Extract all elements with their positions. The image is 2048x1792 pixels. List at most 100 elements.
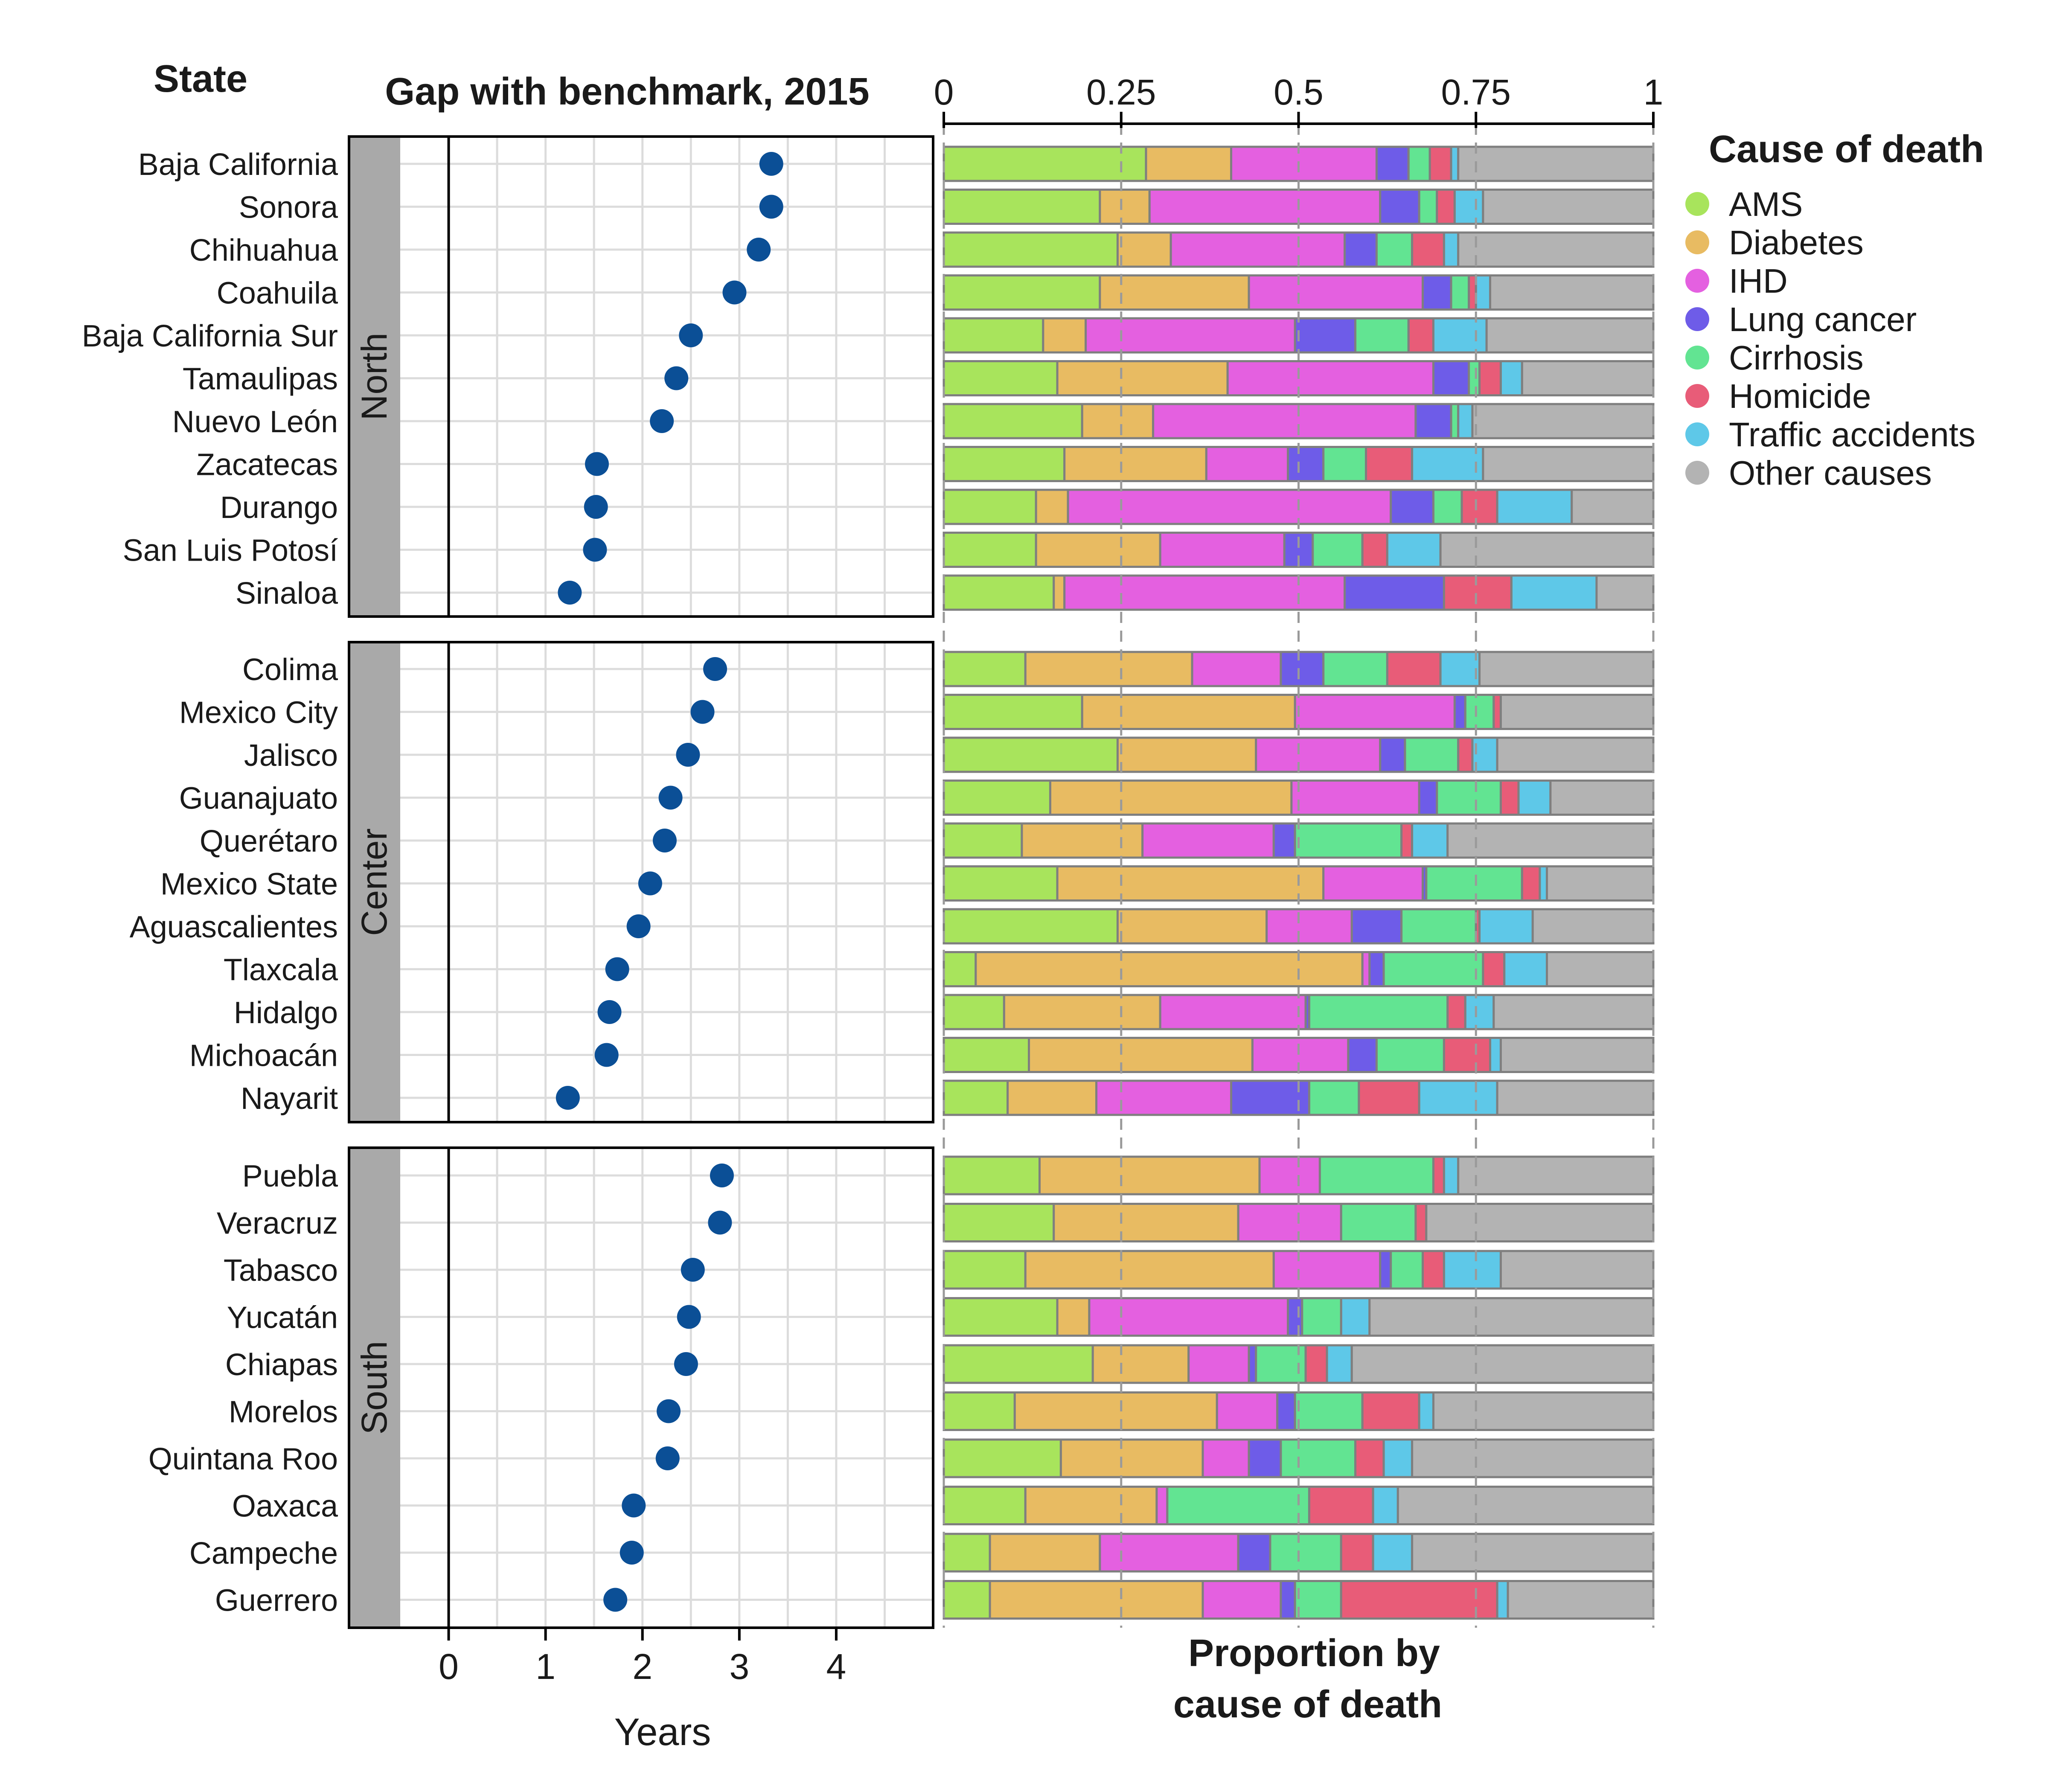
bar-segment-colima-traffic-accidents — [1439, 651, 1481, 687]
state-label-morelos: Morelos — [229, 1395, 338, 1429]
bar-segment-campeche-other-causes — [1411, 1533, 1655, 1573]
bar-segment-veracruz-ams — [943, 1203, 1055, 1242]
bar-segment-jalisco-lung-cancer — [1379, 736, 1406, 773]
state-label-aguascalientes: Aguascalientes — [130, 910, 338, 944]
bar-segment-sinaloa-other-causes — [1595, 574, 1655, 611]
bar-segment-michoacan-lung-cancer — [1347, 1037, 1378, 1073]
bar-segment-campeche-lung-cancer — [1237, 1533, 1271, 1573]
bar-segment-nayarit-other-causes — [1496, 1079, 1655, 1116]
bar-segment-guerrero-ams — [943, 1580, 991, 1620]
bar-segment-chiapas-other-causes — [1350, 1344, 1655, 1384]
bar-segment-michoacan-ihd — [1251, 1037, 1350, 1073]
bar-x-tick-label-0: 0 — [934, 72, 954, 112]
bar-segment-tabasco-ihd — [1272, 1250, 1382, 1290]
bar-segment-baja-california-sur-lung-cancer — [1294, 317, 1357, 354]
bar-segment-tabasco-other-causes — [1499, 1250, 1655, 1290]
point-veracruz — [708, 1210, 732, 1235]
point-quintana-roo — [655, 1446, 680, 1470]
bar-segment-colima-cirrhosis — [1322, 651, 1388, 687]
bar-segment-nuevo-leon-lung-cancer — [1414, 403, 1452, 439]
bar-segment-aguascalientes-ihd — [1265, 908, 1353, 945]
bar-segment-colima-ihd — [1191, 651, 1282, 687]
bar-segment-baja-california-cirrhosis — [1407, 145, 1431, 182]
state-label-tabasco: Tabasco — [224, 1254, 338, 1288]
bar-segment-baja-california-ams — [943, 145, 1147, 182]
bar-segment-puebla-homicide — [1432, 1155, 1445, 1196]
bar-segment-hidalgo-cirrhosis — [1308, 994, 1449, 1030]
state-label-sonora: Sonora — [239, 191, 338, 225]
bar-segment-nuevo-leon-ams — [943, 403, 1083, 439]
state-label-guanajuato: Guanajuato — [179, 782, 338, 816]
bar-segment-guanajuato-homicide — [1499, 780, 1520, 816]
bar-segment-queretaro-ams — [943, 822, 1023, 859]
bar-segment-tabasco-diabetes — [1024, 1250, 1275, 1290]
bar-segment-baja-california-sur-ihd — [1085, 317, 1296, 354]
bar-segment-nayarit-cirrhosis — [1308, 1079, 1360, 1116]
bar-chart-x-axis: 0 0.25 0.5 0.75 1 — [934, 72, 1663, 128]
bar-segment-mexico-state-other-causes — [1546, 865, 1655, 902]
bar-segment-aguascalientes-diabetes — [1116, 908, 1268, 945]
region-strip-center — [349, 642, 400, 1122]
bar-segment-chiapas-homicide — [1304, 1344, 1328, 1384]
bar-segment-quintana-roo-homicide — [1354, 1438, 1385, 1478]
region-strip-south — [349, 1148, 400, 1628]
x-tick-label-1: 1 — [535, 1647, 556, 1687]
bar-segment-baja-california-sur-cirrhosis — [1354, 317, 1410, 354]
bar-segment-yucatan-ihd — [1088, 1297, 1289, 1337]
region-label-center: Center — [354, 828, 394, 936]
bar-segment-campeche-ihd — [1099, 1533, 1239, 1573]
point-yucatan — [677, 1305, 701, 1329]
bar-segment-hidalgo-ihd — [1159, 994, 1307, 1030]
bar-segment-tabasco-lung-cancer — [1379, 1250, 1392, 1290]
bar-segment-guanajuato-cirrhosis — [1436, 780, 1502, 816]
bar-segment-morelos-ihd — [1216, 1391, 1279, 1431]
bar-segment-sonora-traffic-accidents — [1453, 189, 1484, 225]
bar-segment-puebla-ams — [943, 1155, 1041, 1196]
bar-segment-durango-homicide — [1460, 489, 1498, 525]
bar-segment-coahuila-lung-cancer — [1422, 274, 1452, 311]
bar-segment-quintana-roo-cirrhosis — [1280, 1438, 1357, 1478]
bar-segment-tlaxcala-diabetes — [975, 951, 1364, 987]
state-label-mexico-city: Mexico City — [179, 696, 338, 730]
bar-segment-nuevo-leon-ihd — [1152, 403, 1417, 439]
bar-segment-nayarit-homicide — [1358, 1079, 1420, 1116]
bar-segment-baja-california-sur-traffic-accidents — [1432, 317, 1488, 354]
row-header: State — [154, 58, 247, 100]
bar-segment-quintana-roo-diabetes — [1059, 1438, 1204, 1478]
bar-segment-tlaxcala-homicide — [1482, 951, 1506, 987]
bar-segment-sinaloa-lung-cancer — [1344, 574, 1445, 611]
bar-chart-gridlines — [943, 124, 1655, 1628]
state-label-tlaxcala: Tlaxcala — [224, 953, 338, 987]
bar-segment-baja-california-sur-other-causes — [1485, 317, 1655, 354]
bar-segment-mexico-city-other-causes — [1499, 694, 1655, 730]
bar-segment-queretaro-homicide — [1400, 822, 1414, 859]
state-label-colima: Colima — [242, 653, 338, 687]
legend-label-traffic-accidents: Traffic accidents — [1729, 416, 1975, 454]
bar-segment-zacatecas-homicide — [1364, 446, 1414, 482]
state-label-zacatecas: Zacatecas — [196, 448, 338, 482]
legend-label-other-causes: Other causes — [1729, 454, 1932, 492]
dot-chart-title: Gap with benchmark, 2015 — [385, 70, 869, 113]
bar-segment-jalisco-other-causes — [1496, 736, 1655, 773]
bar-segment-guanajuato-lung-cancer — [1418, 780, 1438, 816]
bar-segment-chihuahua-diabetes — [1116, 231, 1172, 268]
state-label-tamaulipas: Tamaulipas — [183, 362, 338, 396]
bar-segment-oaxaca-diabetes — [1024, 1486, 1158, 1525]
bar-segment-chihuahua-cirrhosis — [1375, 231, 1414, 268]
bar-segment-michoacan-cirrhosis — [1375, 1037, 1445, 1073]
legend-marker-ams — [1685, 192, 1709, 216]
region-label-north: North — [354, 333, 394, 420]
x-tick-label-0: 0 — [439, 1647, 459, 1687]
bar-segment-oaxaca-cirrhosis — [1166, 1486, 1310, 1525]
bar-segment-morelos-ams — [943, 1391, 1016, 1431]
x-tick-label-3: 3 — [729, 1647, 749, 1687]
bar-segment-zacatecas-diabetes — [1063, 446, 1207, 482]
bar-segment-michoacan-ams — [943, 1037, 1030, 1073]
point-coahuila — [722, 280, 747, 305]
bar-segment-tabasco-cirrhosis — [1390, 1250, 1424, 1290]
bar-segment-yucatan-ams — [943, 1297, 1059, 1337]
bar-segment-zacatecas-lung-cancer — [1287, 446, 1325, 482]
bar-segment-baja-california-sur-ams — [943, 317, 1044, 354]
bar-segment-tamaulipas-ihd — [1226, 360, 1434, 396]
